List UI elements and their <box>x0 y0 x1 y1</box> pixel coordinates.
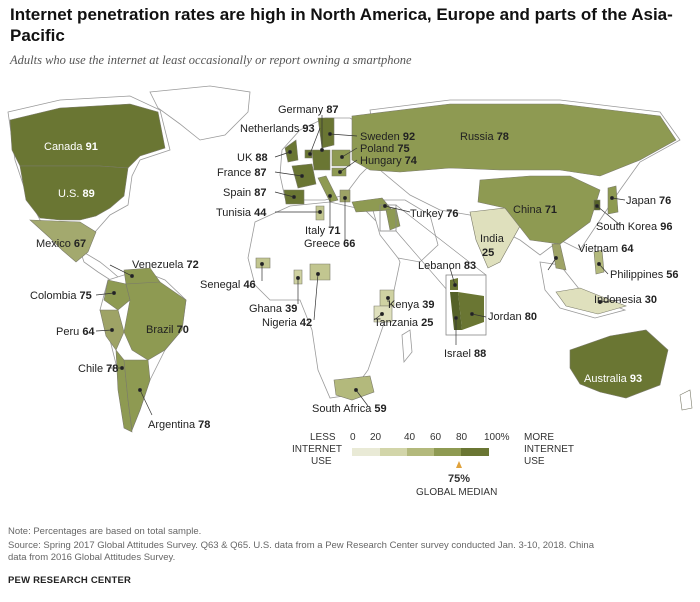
legend-less-line1: LESS <box>310 432 336 443</box>
legend-swatch-60-80 <box>434 448 461 456</box>
label-russia: Russia 78 <box>460 131 509 143</box>
subtitle: Adults who use the internet at least occ… <box>10 53 412 67</box>
legend-more-line1: MORE <box>524 432 554 443</box>
label-spain: Spain 87 <box>223 187 266 199</box>
legend-tick-0: 0 <box>350 432 356 443</box>
legend-more-line3: USE <box>524 456 545 467</box>
label-canada: Canada 91 <box>44 141 98 153</box>
legend-tick-20: 20 <box>370 432 382 443</box>
middle-east-region <box>385 207 401 231</box>
middle-east-inset <box>379 204 487 336</box>
label-japan: Japan 76 <box>626 195 671 207</box>
mexico-region <box>29 219 97 263</box>
brazil-region <box>123 281 187 361</box>
leader-lines <box>95 115 626 416</box>
label-india-value: 25 <box>482 247 494 259</box>
label-chile: Chile 78 <box>78 363 118 375</box>
china-region <box>477 175 601 245</box>
label-ghana: Ghana 39 <box>249 303 297 315</box>
label-sweden: Sweden 92 <box>360 131 415 143</box>
label-argentina: Argentina 78 <box>148 419 210 431</box>
source-line-1: Source: Spring 2017 Global Attitudes Sur… <box>8 540 594 551</box>
label-kenya: Kenya 39 <box>388 299 435 311</box>
label-peru: Peru 64 <box>56 326 95 338</box>
legend-swatch-80-100 <box>461 448 489 456</box>
philippines-region <box>593 249 605 275</box>
madagascar-shape <box>401 329 413 364</box>
russia-region <box>351 103 677 177</box>
page-title: Internet penetration rates are high in N… <box>10 5 673 45</box>
brand-name: PEW RESEARCH CENTER <box>8 575 132 586</box>
label-tanzania: Tanzania 25 <box>374 317 433 329</box>
label-venezuela: Venezuela 72 <box>132 259 199 271</box>
median-value: 75% <box>448 473 470 485</box>
label-south-africa: South Africa 59 <box>312 403 387 415</box>
inset-source-box <box>379 204 397 232</box>
label-vietnam: Vietnam 64 <box>578 243 634 255</box>
label-lebanon: Lebanon 83 <box>418 260 476 272</box>
canada-region <box>9 103 166 169</box>
label-israel: Israel 88 <box>444 348 486 360</box>
label-australia: Australia 93 <box>584 373 642 385</box>
label-india-name: India <box>480 233 505 245</box>
legend-less-line3: USE <box>311 456 332 467</box>
label-france: France 87 <box>217 167 267 179</box>
legend-less-line2: INTERNET <box>292 444 342 455</box>
jordan-region <box>458 292 484 330</box>
greece-region <box>339 189 351 203</box>
australia-region <box>569 329 669 399</box>
indonesia-region <box>555 287 627 315</box>
country-labels: Canada 91 U.S. 89 Mexico 67 Venezuela 72… <box>30 104 679 431</box>
label-colombia: Colombia 75 <box>30 290 92 302</box>
us-region <box>19 165 129 221</box>
germany-region <box>311 149 331 171</box>
israel-region <box>450 292 462 330</box>
legend-swatch-20-40 <box>380 448 407 456</box>
label-senegal: Senegal 46 <box>200 279 256 291</box>
label-nigeria: Nigeria 42 <box>262 317 312 329</box>
note-line: Note: Percentages are based on total sam… <box>8 526 202 537</box>
label-uk: UK 88 <box>237 152 268 164</box>
label-hungary: Hungary 74 <box>360 155 418 167</box>
label-greece: Greece 66 <box>304 238 355 250</box>
inset-connector-top <box>395 204 487 276</box>
label-mexico: Mexico 67 <box>36 238 86 250</box>
argentina-region <box>123 359 151 432</box>
legend-swatch-40-60 <box>407 448 434 456</box>
south-africa-region <box>333 375 375 401</box>
label-south-korea: South Korea 96 <box>596 221 672 233</box>
label-indonesia: Indonesia 30 <box>594 294 657 306</box>
median-marker <box>456 461 462 468</box>
central-america-shape <box>79 249 119 282</box>
colombia-region <box>103 279 131 311</box>
label-poland: Poland 75 <box>360 143 410 155</box>
label-germany: Germany 87 <box>278 104 339 116</box>
legend-swatch-0-20 <box>352 448 380 456</box>
label-jordan: Jordan 80 <box>488 311 537 323</box>
label-turkey: Turkey 76 <box>410 208 459 220</box>
label-tunisia: Tunisia 44 <box>216 207 267 219</box>
source-line-2: data from 2016 Global Attitudes Survey. <box>8 552 176 563</box>
shaded-countries <box>9 103 693 433</box>
label-brazil: Brazil 70 <box>146 324 189 336</box>
legend-tick-60: 60 <box>430 432 442 443</box>
greenland-shape <box>149 85 251 141</box>
legend-tick-100: 100% <box>484 432 510 443</box>
japan-region <box>607 185 619 215</box>
label-us: U.S. 89 <box>58 188 95 200</box>
legend-tick-80: 80 <box>456 432 468 443</box>
nigeria-region <box>309 263 331 281</box>
new-zealand-shape <box>679 389 693 411</box>
legend-tick-40: 40 <box>404 432 416 443</box>
france-region <box>291 163 317 189</box>
label-italy: Italy 71 <box>305 225 341 237</box>
legend-more-line2: INTERNET <box>524 444 574 455</box>
italy-region <box>317 175 339 203</box>
label-netherlands: Netherlands 93 <box>240 123 315 135</box>
label-china: China 71 <box>513 204 557 216</box>
label-philippines: Philippines 56 <box>610 269 679 281</box>
median-label: GLOBAL MEDIAN <box>416 487 497 498</box>
legend: LESS INTERNET USE 0 20 40 60 80 100% MOR… <box>292 432 574 498</box>
